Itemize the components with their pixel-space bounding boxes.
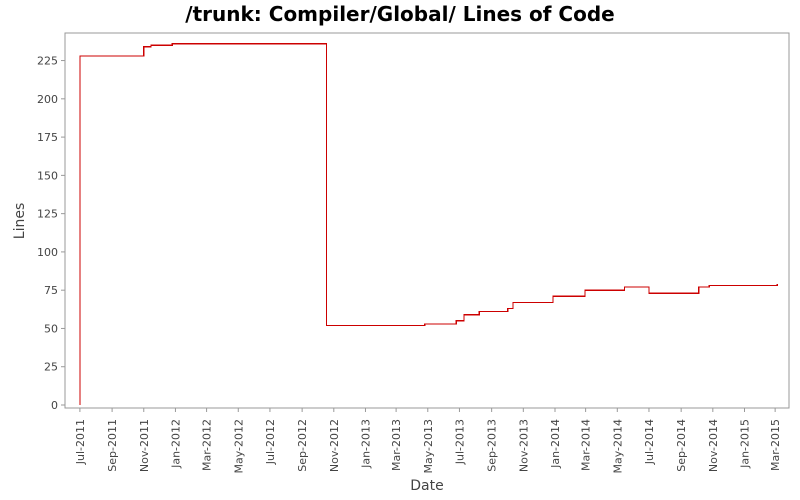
x-tick-label: Jul-2011 [74,419,87,465]
y-tick-label: 150 [37,169,58,182]
x-tick-label: Jan-2014 [549,419,562,469]
x-tick-label: Jul-2014 [643,419,656,465]
y-tick-label: 50 [44,322,58,335]
x-tick-label: Mar-2015 [769,419,782,471]
x-tick-label: Sep-2013 [486,419,499,472]
series-line [79,43,778,405]
x-tick-label: Mar-2012 [201,419,214,471]
y-tick-label: 225 [37,55,58,68]
x-axis: Jul-2011 Sep-2011 Nov-2011 Jan-2012 Mar-2012… [74,408,782,474]
x-tick-label: Mar-2013 [390,419,403,471]
x-tick-label: Nov-2011 [138,419,151,472]
x-tick-label: Jan-2015 [739,419,752,469]
x-tick-label: May-2013 [422,419,435,474]
y-tick-label: 0 [51,399,58,412]
series-layer [79,43,778,405]
y-tick-label: 200 [37,93,58,106]
x-tick-label: Nov-2014 [707,419,720,472]
x-tick-label: Nov-2013 [517,419,530,472]
chart-title: /trunk: Compiler/Global/ Lines of Code [185,2,614,26]
x-tick-label: Jan-2013 [359,419,372,469]
x-tick-label: Sep-2011 [106,419,119,472]
y-tick-label: 175 [37,131,58,144]
y-tick-label: 75 [44,284,58,297]
y-tick-label: 100 [37,246,58,259]
plot-area [64,32,790,409]
y-axis: 0 25 50 75 100 125 150 175 200 225 [37,55,65,412]
y-tick-label: 125 [37,208,58,221]
x-tick-label: Jul-2013 [453,419,466,465]
x-tick-label: May-2014 [611,419,624,474]
x-tick-label: Nov-2012 [328,419,341,472]
x-tick-label: Jan-2012 [169,419,182,469]
x-tick-label: Sep-2012 [296,419,309,472]
x-tick-label: May-2012 [232,419,245,474]
y-tick-label: 25 [44,361,58,374]
x-tick-label: Mar-2014 [580,419,593,471]
x-tick-label: Jul-2012 [264,419,277,465]
y-axis-label: Lines [12,203,28,239]
x-tick-label: Sep-2014 [675,419,688,472]
x-axis-label: Date [410,478,443,494]
